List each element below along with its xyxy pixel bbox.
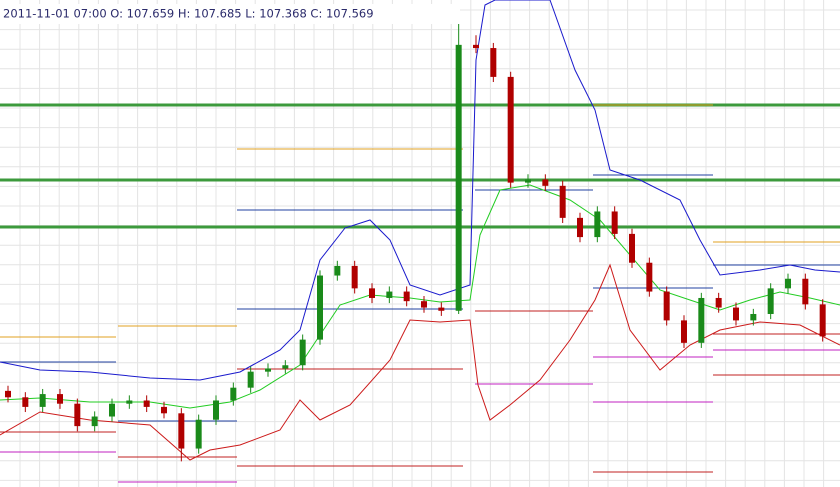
candle-body <box>161 406 167 414</box>
candle-body <box>698 297 705 343</box>
moving-average <box>0 184 840 409</box>
candle-body <box>143 400 150 407</box>
candle-body <box>785 278 791 289</box>
candle-body <box>525 179 531 183</box>
candle-body <box>195 419 202 449</box>
candle-body <box>265 368 271 372</box>
candle-body <box>334 265 341 276</box>
level-lines <box>0 103 840 229</box>
candle-body <box>663 291 670 321</box>
candle-body <box>178 413 185 449</box>
upper-band <box>0 0 840 381</box>
candles <box>5 12 826 462</box>
candle-body <box>646 262 653 292</box>
candle-body <box>767 288 774 314</box>
candle-body <box>611 211 618 234</box>
candle-body <box>681 320 687 343</box>
chart-title: 2011-11-01 07:00 O: 107.659 H: 107.685 L… <box>3 7 374 21</box>
candle-body <box>715 297 722 308</box>
candle-body <box>39 394 46 407</box>
candle-body <box>126 400 133 404</box>
candle-body <box>733 307 739 321</box>
candle-body <box>542 179 549 186</box>
candle-body <box>629 233 635 263</box>
candle-body <box>299 339 306 366</box>
candle-body <box>421 301 427 308</box>
candle-body <box>351 265 358 289</box>
header-bg <box>0 4 460 24</box>
pivot-lines <box>0 104 840 483</box>
candle-body <box>438 307 445 311</box>
candle-body <box>22 397 29 407</box>
candle-body <box>403 291 410 302</box>
candle-body <box>750 313 757 321</box>
candle-body <box>802 278 809 305</box>
candle-body <box>109 403 115 417</box>
candle-body <box>57 394 63 404</box>
lower-band <box>0 263 840 461</box>
candle-body <box>819 304 826 337</box>
candle-body <box>559 185 566 218</box>
candle-body <box>74 403 81 427</box>
candle-body <box>507 76 514 183</box>
candle-body <box>213 400 219 420</box>
candle-body <box>91 416 98 427</box>
candle-body <box>455 44 462 311</box>
candle-body <box>369 288 375 298</box>
candle-body <box>594 211 601 238</box>
candle-body <box>317 275 323 340</box>
candle-body <box>282 365 289 369</box>
candle-body <box>5 390 11 398</box>
candle-body <box>490 48 497 77</box>
candle-body <box>247 371 254 388</box>
candle-body <box>577 217 583 238</box>
candle-body <box>230 387 237 401</box>
candle-body <box>386 291 393 298</box>
candle-body <box>473 44 479 49</box>
